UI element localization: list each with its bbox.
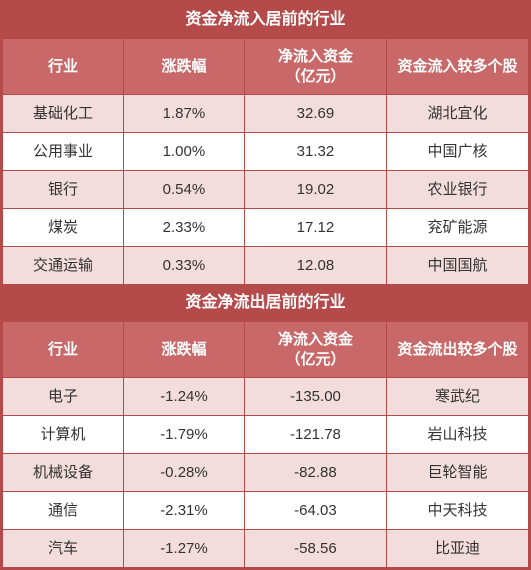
table-cell: 寒武纪 <box>386 378 528 416</box>
table-cell: 巨轮智能 <box>386 454 528 492</box>
table-cell: 煤炭 <box>3 209 124 247</box>
table-cell: -1.27% <box>123 530 244 568</box>
inflow-col-1: 涨跌幅 <box>123 39 244 95</box>
table-cell: -0.28% <box>123 454 244 492</box>
table-row: 交通运输0.33%12.08中国国航 <box>3 247 529 285</box>
outflow-table: 资金净流出居前的行业 行业 涨跌幅 净流入资金 （亿元） 资金流出较多个股 电子… <box>2 285 529 568</box>
outflow-col-1: 涨跌幅 <box>123 322 244 378</box>
inflow-col-0: 行业 <box>3 39 124 95</box>
table-cell: 交通运输 <box>3 247 124 285</box>
inflow-header-row: 行业 涨跌幅 净流入资金 （亿元） 资金流入较多个股 <box>3 39 529 95</box>
table-cell: -1.79% <box>123 416 244 454</box>
table-cell: -121.78 <box>244 416 386 454</box>
table-cell: 基础化工 <box>3 95 124 133</box>
table-row: 基础化工1.87%32.69湖北宜化 <box>3 95 529 133</box>
table-cell: 通信 <box>3 492 124 530</box>
table-cell: 1.00% <box>123 133 244 171</box>
table-cell: 17.12 <box>244 209 386 247</box>
table-cell: 0.33% <box>123 247 244 285</box>
table-cell: 1.87% <box>123 95 244 133</box>
table-cell: -58.56 <box>244 530 386 568</box>
table-row: 机械设备-0.28%-82.88巨轮智能 <box>3 454 529 492</box>
table-cell: 公用事业 <box>3 133 124 171</box>
outflow-header-row: 行业 涨跌幅 净流入资金 （亿元） 资金流出较多个股 <box>3 322 529 378</box>
outflow-title-row: 资金净流出居前的行业 <box>3 286 529 322</box>
table-cell: 中国广核 <box>386 133 528 171</box>
table-row: 电子-1.24%-135.00寒武纪 <box>3 378 529 416</box>
table-cell: 岩山科技 <box>386 416 528 454</box>
table-cell: 32.69 <box>244 95 386 133</box>
table-cell: 2.33% <box>123 209 244 247</box>
inflow-col-3: 资金流入较多个股 <box>386 39 528 95</box>
inflow-title: 资金净流入居前的行业 <box>3 3 529 39</box>
outflow-col-0: 行业 <box>3 322 124 378</box>
table-row: 汽车-1.27%-58.56比亚迪 <box>3 530 529 568</box>
table-cell: 中天科技 <box>386 492 528 530</box>
tables-container: 资金净流入居前的行业 行业 涨跌幅 净流入资金 （亿元） 资金流入较多个股 基础… <box>0 0 531 570</box>
table-cell: 比亚迪 <box>386 530 528 568</box>
table-cell: -2.31% <box>123 492 244 530</box>
outflow-title: 资金净流出居前的行业 <box>3 286 529 322</box>
table-row: 公用事业1.00%31.32中国广核 <box>3 133 529 171</box>
inflow-title-row: 资金净流入居前的行业 <box>3 3 529 39</box>
table-cell: 湖北宜化 <box>386 95 528 133</box>
table-cell: 12.08 <box>244 247 386 285</box>
table-cell: 31.32 <box>244 133 386 171</box>
table-cell: 计算机 <box>3 416 124 454</box>
table-cell: 银行 <box>3 171 124 209</box>
inflow-table: 资金净流入居前的行业 行业 涨跌幅 净流入资金 （亿元） 资金流入较多个股 基础… <box>2 2 529 285</box>
table-cell: 汽车 <box>3 530 124 568</box>
table-row: 煤炭2.33%17.12兖矿能源 <box>3 209 529 247</box>
table-row: 银行0.54%19.02农业银行 <box>3 171 529 209</box>
table-cell: -135.00 <box>244 378 386 416</box>
table-cell: -1.24% <box>123 378 244 416</box>
table-cell: 19.02 <box>244 171 386 209</box>
inflow-col-2: 净流入资金 （亿元） <box>244 39 386 95</box>
table-cell: 电子 <box>3 378 124 416</box>
table-cell: 0.54% <box>123 171 244 209</box>
table-cell: 中国国航 <box>386 247 528 285</box>
table-cell: -82.88 <box>244 454 386 492</box>
outflow-col-3: 资金流出较多个股 <box>386 322 528 378</box>
table-row: 计算机-1.79%-121.78岩山科技 <box>3 416 529 454</box>
table-cell: 机械设备 <box>3 454 124 492</box>
table-row: 通信-2.31%-64.03中天科技 <box>3 492 529 530</box>
table-cell: 兖矿能源 <box>386 209 528 247</box>
table-cell: 农业银行 <box>386 171 528 209</box>
table-cell: -64.03 <box>244 492 386 530</box>
outflow-col-2: 净流入资金 （亿元） <box>244 322 386 378</box>
